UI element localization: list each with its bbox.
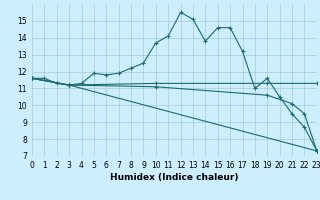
X-axis label: Humidex (Indice chaleur): Humidex (Indice chaleur) xyxy=(110,173,239,182)
